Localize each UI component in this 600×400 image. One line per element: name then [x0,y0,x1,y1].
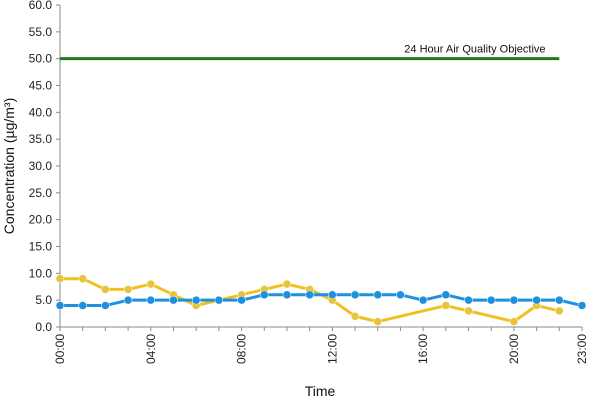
x-tick-label: 23:00 [575,334,589,364]
data-point [214,295,224,305]
series-0 [55,274,564,326]
x-tick-label: 16:00 [416,334,430,364]
series-1 [55,290,587,310]
y-tick-label: 25.0 [29,186,53,200]
data-point [441,290,451,300]
data-point [55,274,65,283]
data-point [532,295,541,305]
data-point [78,301,87,310]
data-point [350,290,360,300]
data-point [123,295,133,305]
data-point [101,285,110,294]
y-tick-label: 45.0 [29,79,53,93]
y-tick-label: 30.0 [29,159,53,173]
data-point [305,290,314,300]
data-point [373,290,382,300]
x-tick-label: 04:00 [144,334,158,364]
data-point [509,317,519,326]
x-tick-label: 20:00 [507,334,521,364]
y-tick-label: 10.0 [29,266,53,280]
data-point [464,306,473,316]
data-point [146,295,156,305]
data-point [464,295,473,305]
data-point [396,290,405,300]
y-tick-label: 40.0 [29,105,53,119]
data-point [486,295,496,305]
data-point [441,301,451,310]
x-tick-label: 12:00 [325,334,339,364]
x-tick-label: 00:00 [53,334,67,364]
y-tick-label: 50.0 [29,52,53,66]
y-tick-label: 0.0 [35,320,52,334]
data-point [555,306,564,316]
y-tick-label: 35.0 [29,132,53,146]
series-layer [55,274,587,326]
data-point [509,295,519,305]
data-point [78,274,87,283]
data-point [101,301,110,310]
x-tick-label: 08:00 [235,334,249,364]
data-point [555,295,564,305]
data-point [282,279,292,289]
data-point [418,295,428,305]
data-point [169,295,178,305]
y-tick-label: 55.0 [29,25,53,39]
air-quality-objective-label: 24 Hour Air Quality Objective [404,44,545,56]
data-point [373,317,382,326]
x-axis-title: Time [305,383,336,399]
data-point [282,290,292,300]
data-point [191,295,201,305]
data-point [123,285,133,294]
data-point [237,295,246,305]
data-point [146,279,156,289]
data-point [577,301,587,310]
data-point [55,301,65,310]
reference-layer: 24 Hour Air Quality Objective [60,44,560,61]
y-tick-label: 15.0 [29,240,53,254]
data-point [260,290,269,300]
x-axis: 00:00 04:00 08:00 12:00 16:00 20:00 23:00 [53,326,589,364]
y-axis: 0.0 5.0 10.0 15.0 20.0 25.0 30.0 35.0 40.0 45.0 50… [29,0,61,334]
y-tick-label: 5.0 [35,293,52,307]
y-axis-title: Concentration (µg/m³) [1,98,17,234]
y-tick-label: 20.0 [29,213,53,227]
y-tick-label: 60.0 [29,0,53,12]
data-point [350,312,360,321]
data-point [328,290,337,300]
